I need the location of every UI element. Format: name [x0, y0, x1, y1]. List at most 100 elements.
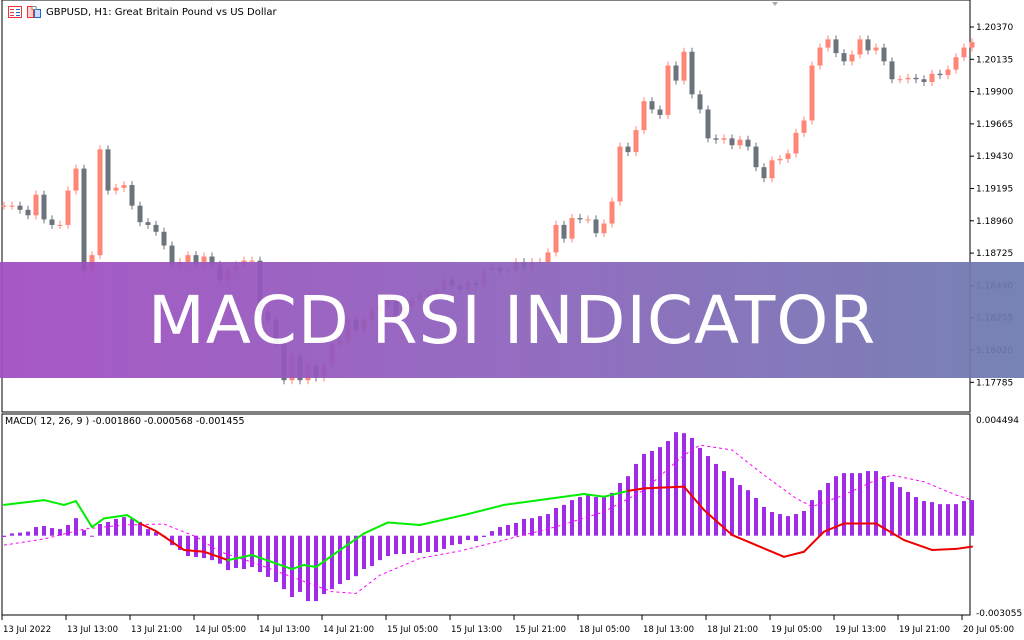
histogram-bar	[626, 476, 630, 536]
bull-candle	[769, 160, 775, 179]
bear-candle	[17, 205, 23, 210]
histogram-bar	[194, 535, 198, 558]
bear-candle	[153, 224, 159, 232]
bull-candle	[969, 42, 975, 48]
bear-candle	[161, 231, 167, 246]
bull-candle	[929, 73, 935, 82]
price-tick-label: 1.19195	[976, 185, 1013, 195]
histogram-bar	[458, 535, 462, 545]
histogram-bar	[362, 535, 366, 570]
histogram-bar	[234, 535, 238, 569]
histogram-bar	[66, 525, 70, 536]
histogram-bar	[970, 500, 974, 536]
time-tick-label: 13 Jul 13:00	[67, 625, 118, 635]
chart-title-bar: GBPUSD, H1: Great Britain Pound vs US Do…	[8, 6, 277, 18]
bull-candle	[553, 224, 559, 253]
histogram-bar	[522, 518, 526, 536]
time-tick-label: 13 Jul 21:00	[131, 625, 182, 635]
histogram-bar	[818, 490, 822, 536]
bear-candle	[937, 73, 943, 76]
bear-candle	[561, 224, 567, 239]
time-tick-label: 18 Jul 05:00	[579, 625, 630, 635]
line-segment-up	[75, 500, 93, 529]
histogram-bar	[202, 535, 206, 559]
histogram-bar	[226, 535, 230, 571]
histogram-bar	[426, 535, 430, 552]
bull-candle	[905, 77, 911, 80]
bull-candle	[113, 187, 119, 191]
histogram-bar	[682, 433, 686, 536]
histogram-bar	[658, 447, 662, 536]
banner: MACD RSI INDICATOR	[0, 262, 1024, 378]
histogram-bar	[506, 525, 510, 536]
line-segment-up	[363, 521, 389, 535]
bear-candle	[81, 168, 87, 271]
bear-candle	[657, 109, 663, 115]
histogram-bar	[714, 463, 718, 536]
time-tick-label: 14 Jul 13:00	[259, 625, 310, 635]
histogram-bar	[826, 483, 830, 536]
line-segment-up	[3, 499, 45, 506]
bull-candle	[65, 190, 71, 225]
macd-axis-max: 0.004494	[976, 416, 1019, 426]
histogram-bar	[178, 535, 182, 550]
histogram-bar	[434, 535, 438, 552]
histogram-bar	[762, 506, 766, 536]
line-segment-up	[63, 500, 77, 506]
time-tick-label: 15 Jul 13:00	[451, 625, 502, 635]
line-segment-up	[291, 563, 305, 571]
macd-axis-min: -0.003055	[976, 609, 1022, 619]
histogram-bar	[954, 504, 958, 536]
histogram-bar	[874, 471, 878, 536]
bear-candle	[145, 222, 151, 225]
histogram-bar	[186, 535, 190, 557]
histogram-bar	[698, 447, 702, 536]
bear-candle	[169, 245, 175, 265]
time-tick-label: 15 Jul 05:00	[387, 625, 438, 635]
line-segment-down	[783, 550, 805, 558]
bear-candle	[105, 149, 111, 191]
bear-candle	[209, 256, 215, 265]
bear-candle	[49, 219, 55, 225]
bull-candle	[185, 255, 191, 263]
histogram-bar	[282, 535, 286, 590]
bull-candle	[665, 65, 671, 115]
macd-lines	[3, 444, 973, 594]
price-tick-label: 1.19900	[976, 88, 1013, 98]
bear-candle	[129, 185, 135, 206]
bull-candle	[721, 138, 727, 140]
histogram-bar	[962, 501, 966, 536]
line-segment-down	[627, 487, 645, 492]
line-segment-up	[103, 514, 129, 520]
histogram-bar	[674, 432, 678, 536]
histogram-bar	[354, 535, 358, 577]
histogram-bar	[330, 535, 334, 590]
histogram-bar	[650, 450, 654, 536]
histogram-bar	[122, 517, 126, 536]
line-segment-down	[203, 550, 229, 562]
histogram-bar	[42, 526, 46, 536]
banner-text: MACD RSI INDICATOR	[147, 281, 877, 359]
line-segment-down	[955, 545, 973, 550]
template-icon[interactable]	[27, 6, 41, 18]
histogram-bar	[738, 485, 742, 536]
bull-candle	[681, 51, 687, 81]
histogram-bar	[146, 529, 150, 536]
macd-histogram	[2, 432, 974, 602]
histogram-bar	[338, 535, 342, 585]
histogram-bar	[210, 535, 214, 561]
indicator-list-icon[interactable]	[8, 6, 22, 18]
histogram-bar	[466, 535, 470, 541]
line-segment-up	[315, 550, 339, 568]
bear-candle	[761, 167, 767, 179]
bull-candle	[121, 185, 127, 188]
histogram-bar	[74, 518, 78, 536]
histogram-bar	[634, 463, 638, 536]
price-tick-label: 1.18960	[976, 217, 1013, 227]
histogram-bar	[562, 504, 566, 536]
bull-candle	[737, 139, 743, 146]
line-segment-up	[91, 517, 105, 529]
histogram-bar	[306, 535, 310, 602]
histogram-bar	[154, 532, 158, 536]
histogram-bar	[770, 512, 774, 536]
